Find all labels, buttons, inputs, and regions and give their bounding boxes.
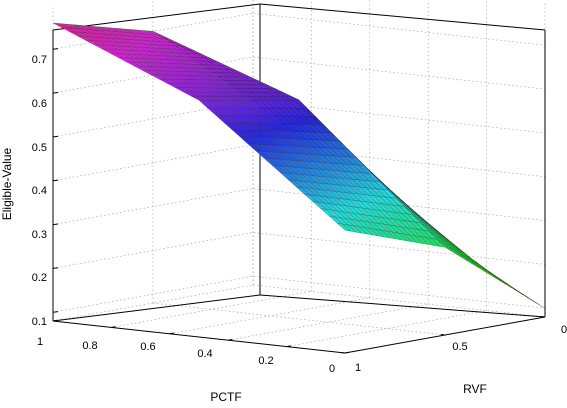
z-tick [52,92,59,94]
z-tick-labels: 0.1 0.2 0.3 0.4 0.5 0.6 0.7 [32,54,47,328]
x-tick [228,339,233,341]
x-tick [111,326,116,328]
x-tick [344,351,350,354]
x-tick-label: 0 [329,363,335,375]
x-tick-label: 0.4 [197,348,212,360]
z-tick [52,135,59,138]
grid-line-x [228,303,429,341]
surface-cell [52,22,67,28]
x-axis-label: PCTF [210,390,241,404]
z-tick-label: 0.4 [32,185,47,197]
back-wall-right [260,4,545,317]
z-tick [52,311,59,313]
grid-line-y [152,302,446,336]
grid-line-x [169,297,370,335]
x-axis-line [52,320,346,354]
y-tick-label: 0.5 [452,341,467,353]
y-tick [540,316,546,318]
y-tick-labels: 0 0.5 1 [355,324,567,374]
grid-line-y [252,284,546,318]
x-tick [286,345,291,348]
z-tick [52,223,59,226]
z-tick-label: 0.3 [32,229,47,241]
z-tick [52,267,59,269]
x-tick-labels: 0 0.2 0.4 0.6 0.8 1 [37,336,335,375]
box-edge-bottom-back-right [259,294,546,318]
y-tick-label: 0 [561,324,567,336]
axes-box-front [52,30,546,354]
x-tick [52,319,58,322]
x-tick-label: 0.8 [82,340,97,352]
grid-line-x [52,284,254,322]
y-tick [340,352,346,354]
box-edge-top-right [259,3,546,31]
tick-marks [52,48,546,354]
surface-mesh [52,22,546,309]
x-tick-label: 0.2 [258,355,273,367]
x-tick-label: 1 [37,336,43,348]
grid-line-x [286,310,487,347]
z-tick-label: 0.6 [32,98,47,110]
box-edge-bottom-back-left [52,294,261,322]
y-tick-label: 1 [355,362,361,374]
y-tick [440,334,446,336]
z-tick-label: 0.7 [32,54,47,66]
x-tick-label: 0.6 [140,341,155,353]
z-tick [52,179,59,182]
z-tick-label: 0.5 [32,142,47,154]
x-tick [169,332,174,335]
y-axis-label: RVF [463,382,487,396]
z-tick-label: 0.1 [32,316,47,328]
grid-line-x [111,291,312,328]
z-tick-label: 0.2 [32,272,47,284]
z-axis-label: Eligible-Value [0,147,14,220]
z-tick [52,48,59,50]
